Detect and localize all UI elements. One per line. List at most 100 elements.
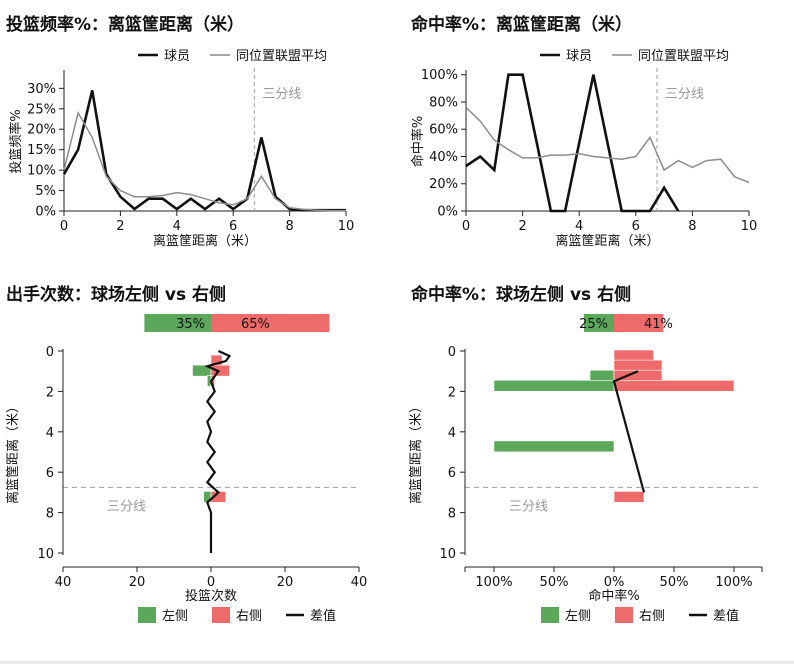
side_fg-legend-left-label: 左侧	[565, 609, 591, 624]
freq-y-tick-label: 20%	[27, 123, 56, 138]
side_count-y-tick-label: 8	[46, 507, 54, 522]
side_fg-y-tick-label: 8	[448, 507, 456, 522]
side_fg-left-bar	[493, 380, 615, 392]
fg-x-tick-label: 0	[462, 219, 470, 234]
freq-y-tick-label: 5%	[35, 184, 56, 199]
side_fg-summary-left-bar	[584, 314, 614, 332]
freq-y-tick-label: 0%	[35, 205, 56, 220]
side_fg-x-axis-label: 命中率%	[588, 588, 639, 604]
side_count-right-bar	[210, 364, 230, 377]
side-count-panel: 出手次数：球场左侧 vs 右侧 35% 65% 三分线 0 2 4 6 8 10 40 20 0 20 4…	[0, 270, 397, 664]
side-count-title: 出手次数：球场左侧 vs 右侧	[6, 285, 227, 305]
fg-league-line	[465, 106, 750, 184]
freq-y-tick-label: 25%	[27, 102, 56, 117]
fg-three-point-annotation: 三分线	[665, 87, 704, 102]
side_count-legend-left-label: 左侧	[162, 609, 188, 624]
freq-x-tick-label: 2	[116, 219, 124, 234]
side_fg-right-bar	[613, 380, 735, 392]
side_fg-summary-left-label: 25%	[579, 317, 608, 332]
side_count-x-tick-label: 0	[207, 575, 215, 590]
side_count-legend-right-swatch	[212, 607, 230, 623]
side_fg-legend-diff-label: 差值	[713, 608, 739, 624]
fg-y-tick-label: 80%	[429, 95, 458, 110]
freq-x-tick-label: 10	[338, 219, 355, 234]
side_fg-three-point-annotation: 三分线	[509, 500, 548, 515]
fg-x-tick-label: 6	[632, 219, 640, 234]
fg-title: 命中率%：离篮筐距离（米）	[411, 15, 633, 35]
side_fg-diff-line	[612, 370, 646, 493]
side_fg-right-bar	[613, 491, 645, 503]
fg-x-axis-label: 离篮筐距离（米）	[555, 233, 659, 249]
side_count-x-tick-label: 40	[351, 575, 368, 590]
side_fg-x-tick-label: 0%	[604, 575, 625, 590]
side_count-x-axis-label: 投篮次数	[185, 588, 237, 604]
side_fg-y-axis-label: 离篮筐距离（米）	[408, 400, 424, 504]
side_fg-x-tick-label: 100%	[715, 575, 752, 590]
freq-league-line	[63, 110, 346, 212]
side-count-chart: 35% 65%三分线024681040 20 0 20 40投篮次数离篮筐距离（米）左侧右…	[5, 314, 368, 624]
side-fg-chart: 25% 41% 三分线 0 2 4 6 8 10 100% 50% 0% 50% 100% 命中率% 离篮筐距…	[408, 314, 763, 624]
freq-chart: 0 2 4 6 8 10 0% 5% 10% 15% 20% 25% 30% 离篮筐距离（米） 投篮频率% 三…	[8, 49, 355, 249]
side_fg-right-bar	[613, 359, 663, 372]
side_fg-legend-right-label: 右侧	[639, 609, 665, 624]
freq-three-point-annotation: 三分线	[262, 87, 301, 102]
fg-x-tick-label: 10	[741, 219, 758, 234]
side_count-summary-right-label: 65%	[241, 317, 270, 332]
freq-y-tick-label: 10%	[27, 164, 56, 179]
fg-x-tick-label: 8	[688, 219, 696, 234]
freq-panel: 投篮频率%：离篮筐距离（米） 0 2 4 6 8 10 0% 5% 10% 15% 20% 25% 30…	[0, 0, 397, 270]
freq-x-tick-label: 4	[173, 219, 181, 234]
side_fg-y-tick-label: 0	[448, 345, 456, 360]
side_fg-x-tick-label: 100%	[475, 575, 512, 590]
side_count-x-tick-label: 20	[129, 575, 146, 590]
side_count-summary-left-bar	[144, 314, 211, 332]
side_count-legend-left-swatch	[138, 607, 156, 623]
side_fg-y-tick-label: 10	[439, 547, 456, 562]
side_count-y-tick-label: 2	[46, 385, 54, 400]
fg-y-tick-label: 40%	[429, 150, 458, 165]
side_count-y-axis-label: 离篮筐距离（米）	[5, 400, 21, 504]
freq-y-axis-label: 投篮频率%	[8, 109, 24, 173]
side_count-summary-left-label: 35%	[176, 317, 205, 332]
freq-x-tick-label: 6	[229, 219, 237, 234]
side_fg-x-tick-label: 50%	[660, 575, 689, 590]
side_count-diff-line	[204, 349, 232, 553]
fg-x-tick-label: 2	[518, 219, 526, 234]
freq-legend-player-label: 球员	[164, 49, 190, 64]
fg-y-tick-label: 60%	[429, 123, 458, 138]
side_fg-x-tick-label: 50%	[540, 575, 569, 590]
freq-player-line	[62, 90, 346, 212]
side_fg-right-bar	[613, 349, 654, 362]
freq-legend-league-label: 同位置联盟平均	[236, 49, 327, 64]
freq-x-tick-label: 8	[285, 219, 293, 234]
side_count-y-tick-label: 4	[46, 426, 54, 441]
side_count-x-tick-label: 40	[55, 575, 72, 590]
freq-x-axis-label: 离篮筐距离（米）	[153, 233, 257, 249]
fg-x-tick-label: 4	[575, 219, 583, 234]
side_fg-summary-right-bar	[614, 314, 664, 332]
freq-title: 投篮频率%：离篮筐距离（米）	[6, 15, 245, 35]
side_fg-y-tick-label: 6	[448, 466, 456, 481]
side_fg-y-tick-label: 4	[448, 426, 456, 441]
side_count-summary-right-bar	[211, 314, 330, 332]
fg-y-tick-label: 20%	[429, 177, 458, 192]
side_fg-legend-left-swatch	[541, 607, 559, 623]
freq-y-tick-label: 15%	[27, 143, 56, 158]
side_count-y-tick-label: 0	[46, 345, 54, 360]
fg-y-axis-label: 命中率%	[410, 116, 426, 167]
bottom-strip	[0, 661, 794, 664]
side_count-y-tick-label: 6	[46, 466, 54, 481]
side_fg-summary-right-label: 41%	[644, 317, 673, 332]
fg-legend-league-label: 同位置联盟平均	[638, 49, 729, 64]
side_fg-y-tick-label: 2	[448, 385, 456, 400]
side_count-three-point-annotation: 三分线	[107, 500, 146, 515]
side_fg-legend-right-swatch	[615, 607, 633, 623]
fg-player-line	[465, 73, 680, 213]
fg-y-tick-label: 0%	[437, 205, 458, 220]
freq-y-tick-label: 30%	[27, 82, 56, 97]
side_count-legend-right-label: 右侧	[236, 609, 262, 624]
fg-legend-player-label: 球员	[566, 49, 592, 64]
fg-chart: 0 2 4 6 8 100%20%40%60%80%100%离篮筐距离（米）命中率%三分线…	[410, 49, 758, 249]
side_count-y-tick-label: 10	[37, 547, 54, 562]
side-fg-panel: 命中率%：球场左侧 vs 右侧 25% 41% 三分线 0 2 4 6 8 10 100% 50% 0…	[397, 270, 794, 664]
